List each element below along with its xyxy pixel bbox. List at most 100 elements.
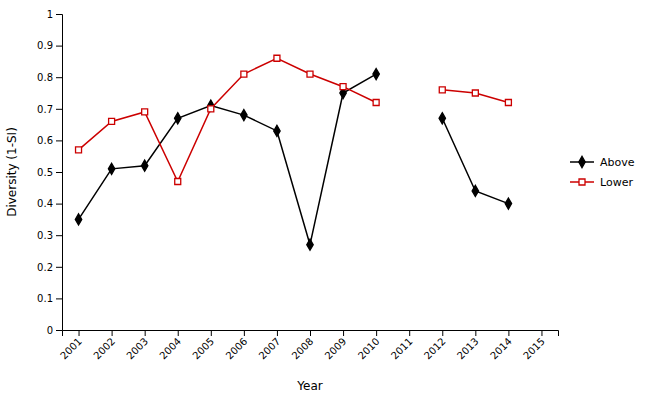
legend: Above Lower [570,156,635,189]
tick-mark [442,330,443,336]
point-marker [307,239,313,250]
legend-label: Lower [600,176,633,189]
x-tick: 2006 [224,330,250,361]
tick-mark [178,330,179,336]
tick-label: 2002 [91,336,117,362]
tick-label: 2010 [356,336,382,362]
x-tick: 2010 [356,330,382,361]
chart: 2001 2002 2003 2004 2005 2006 2007 2008 2009 2010… [0,0,650,398]
point-marker [108,163,114,174]
point-marker [439,113,445,124]
legend-label: Above [600,156,635,169]
tick-label: 2011 [389,336,415,362]
x-tick: 2008 [290,330,316,361]
tick-label: 2003 [124,336,150,362]
tick-mark [56,204,62,205]
tick-label: 0.1 [37,293,53,304]
point-marker [175,113,181,124]
y-tick: 0.6 [37,135,62,146]
tick-label: 2008 [290,336,316,362]
x-tick: 2005 [190,330,216,361]
x-tick: 2001 [58,330,84,361]
x-axis-title: Year [296,379,322,393]
tick-mark [475,330,476,336]
tick-mark [56,235,62,236]
point-marker [472,90,478,96]
point-marker [340,84,346,90]
tick-mark [56,140,62,141]
tick-mark [56,46,62,47]
tick-mark [310,330,311,336]
axis-line [56,15,63,331]
tick-mark [541,330,542,336]
point-marker [241,71,247,77]
tick-label: 0.8 [37,72,53,83]
y-tick: 0.2 [37,262,62,273]
legend-marker [579,179,585,185]
series-line [79,58,509,181]
legend-item: Lower [570,176,633,189]
y-tick: 0.7 [37,104,62,115]
point-marker [208,106,214,112]
x-tick: 2009 [323,330,349,361]
tick-mark [56,77,62,78]
x-tick: 2004 [157,330,183,361]
point-marker [141,160,147,171]
marks [75,55,511,250]
y-tick: 0.9 [37,40,62,51]
tick-mark [211,330,212,336]
tick-mark [56,109,62,110]
tick-mark [56,172,62,173]
tick-label: 2007 [257,336,283,362]
y-tick: 0 [47,325,62,336]
tick-label: 2013 [455,336,481,362]
point-marker [439,87,445,93]
tick-label: 0.4 [37,198,53,209]
point-marker [505,198,511,209]
x-tick: 2003 [124,330,150,361]
x-tick: 2012 [422,330,448,361]
x-tick: 2007 [257,330,283,361]
tick-mark [56,298,62,299]
tick-mark [343,330,344,336]
y-tick: 0.4 [37,198,62,209]
tick-label: 2009 [323,336,349,362]
x-tick: 2002 [91,330,117,361]
tick-mark [409,330,410,336]
x-axis: 2001 2002 2003 2004 2005 2006 2007 2008 2009 2010… [58,330,558,361]
tick-mark [56,330,62,331]
tick-label: 0 [47,325,53,336]
tick-mark [376,330,377,336]
tick-mark [56,14,62,15]
point-marker [76,147,82,153]
tick-label: 2004 [157,336,183,362]
tick-mark [145,330,146,336]
x-tick: 2013 [455,330,481,361]
tick-mark [112,330,113,336]
tick-label: 0.6 [37,135,53,146]
tick-label: 1 [47,9,53,20]
point-marker [75,214,81,225]
tick-label: 0.7 [37,104,53,115]
tick-label: 0.3 [37,230,53,241]
y-axis-title: Diversity (1-SI) [5,127,19,217]
point-marker [142,109,148,115]
point-marker [274,55,280,61]
tick-label: 2001 [58,336,84,362]
tick-label: 2006 [224,336,250,362]
point-marker [307,71,313,77]
legend-item: Above [570,156,635,169]
point-marker [241,110,247,121]
tick-label: 2014 [488,336,514,362]
point-marker [208,100,214,111]
tick-mark [244,330,245,336]
x-tick: 2014 [488,330,514,361]
y-tick: 0.5 [37,167,62,178]
y-tick: 0.1 [37,293,62,304]
tick-mark [56,267,62,268]
x-tick: 2011 [389,330,415,361]
legend-marker [579,156,585,167]
y-tick: 0.8 [37,72,62,83]
tick-label: 0.2 [37,262,53,273]
y-tick: 1 [47,9,62,20]
